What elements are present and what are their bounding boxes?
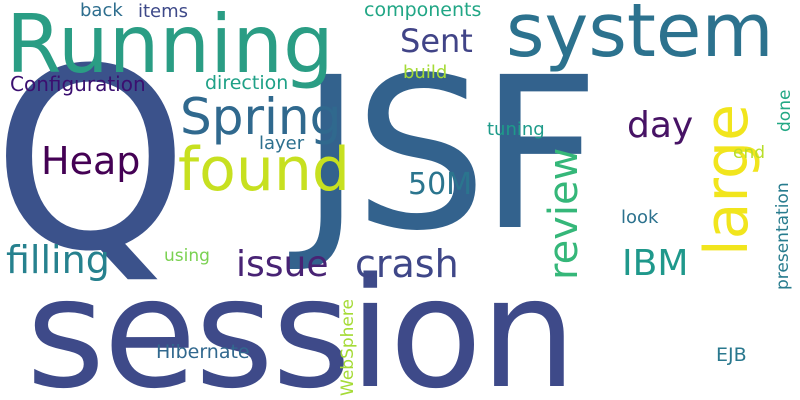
word-day: day	[627, 105, 694, 146]
word-50m: 50M	[408, 167, 473, 202]
word-using: using	[164, 246, 210, 266]
word-ejb: EJB	[716, 344, 747, 366]
word-system: system	[506, 0, 774, 74]
word-layer: layer	[259, 133, 305, 154]
word-found: found	[178, 135, 350, 205]
word-review: review	[541, 147, 587, 280]
word-crash: crash	[355, 242, 459, 286]
word-tuning: tuning	[487, 119, 545, 140]
word-direction: direction	[205, 72, 289, 94]
word-jsf: JSF	[300, 32, 600, 277]
word-build: build	[403, 62, 448, 83]
word-components: components	[364, 0, 482, 21]
word-filling: filling	[6, 238, 110, 282]
word-ibm: IBM	[622, 243, 689, 284]
word-done: done	[775, 89, 795, 132]
word-hibernate: Hibernate	[156, 341, 250, 363]
word-items: items	[138, 1, 189, 22]
word-spring: Spring	[180, 88, 342, 146]
word-back: back	[80, 0, 123, 21]
word-sent: Sent	[400, 22, 473, 60]
word-issue: issue	[236, 244, 329, 285]
word-end: end	[733, 143, 766, 163]
word-heap: Heap	[41, 139, 141, 183]
word-large: large	[692, 103, 762, 256]
word-session: session	[26, 245, 577, 400]
word-running: Running	[6, 0, 334, 91]
word-configuration: Configuration	[10, 72, 146, 96]
word-look: look	[621, 207, 659, 228]
word-presentation: presentation	[773, 182, 793, 290]
word-q: Q	[0, 15, 189, 306]
word-websphere: WebSphere	[338, 299, 358, 396]
